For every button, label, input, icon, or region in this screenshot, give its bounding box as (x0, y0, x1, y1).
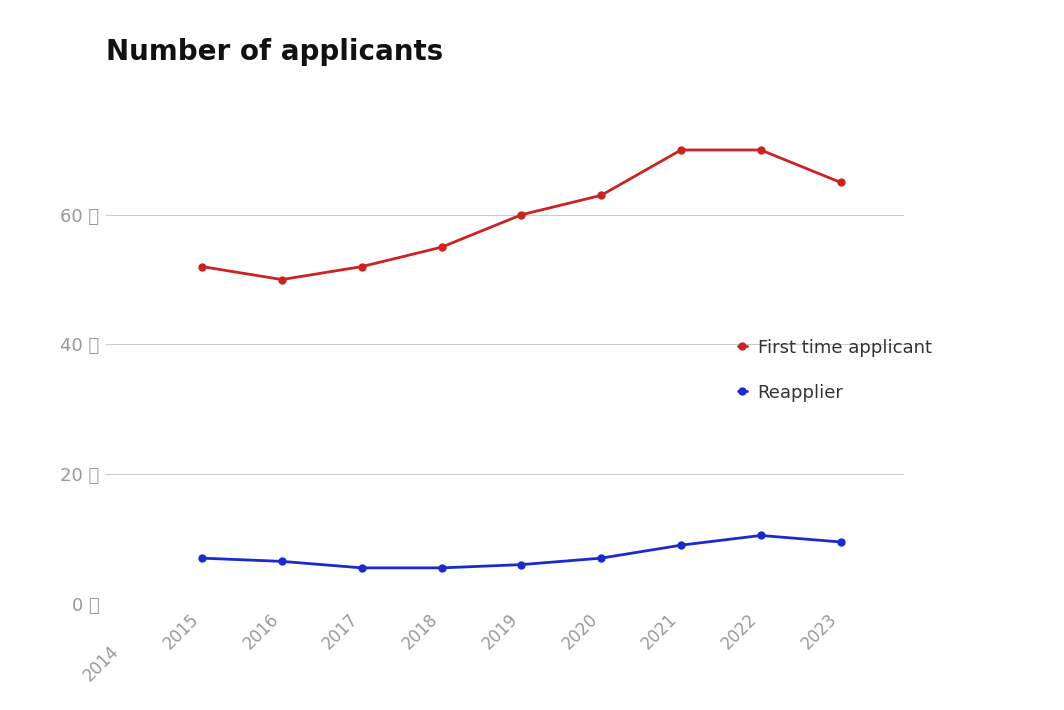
Reapplier (435, 564, 448, 572)
First time applicant (355, 262, 368, 271)
Line: First time applicant: First time applicant (198, 146, 845, 284)
First time applicant (196, 262, 209, 271)
Reapplier (595, 554, 608, 562)
First time applicant (276, 275, 288, 284)
Line: Reapplier: Reapplier (198, 531, 845, 572)
First time applicant (435, 243, 448, 251)
First time applicant (595, 191, 608, 200)
First time applicant (675, 146, 687, 154)
Reapplier (754, 531, 767, 540)
First time applicant (834, 178, 847, 187)
Reapplier (675, 541, 687, 550)
Text: 2014: 2014 (80, 643, 122, 685)
Legend: First time applicant, Reapplier: First time applicant, Reapplier (737, 339, 932, 402)
First time applicant (515, 210, 528, 219)
Reapplier (834, 537, 847, 546)
Reapplier (196, 554, 209, 562)
Text: Number of applicants: Number of applicants (106, 38, 444, 66)
Reapplier (276, 557, 288, 566)
Reapplier (515, 560, 528, 569)
Reapplier (355, 564, 368, 572)
First time applicant (754, 146, 767, 154)
